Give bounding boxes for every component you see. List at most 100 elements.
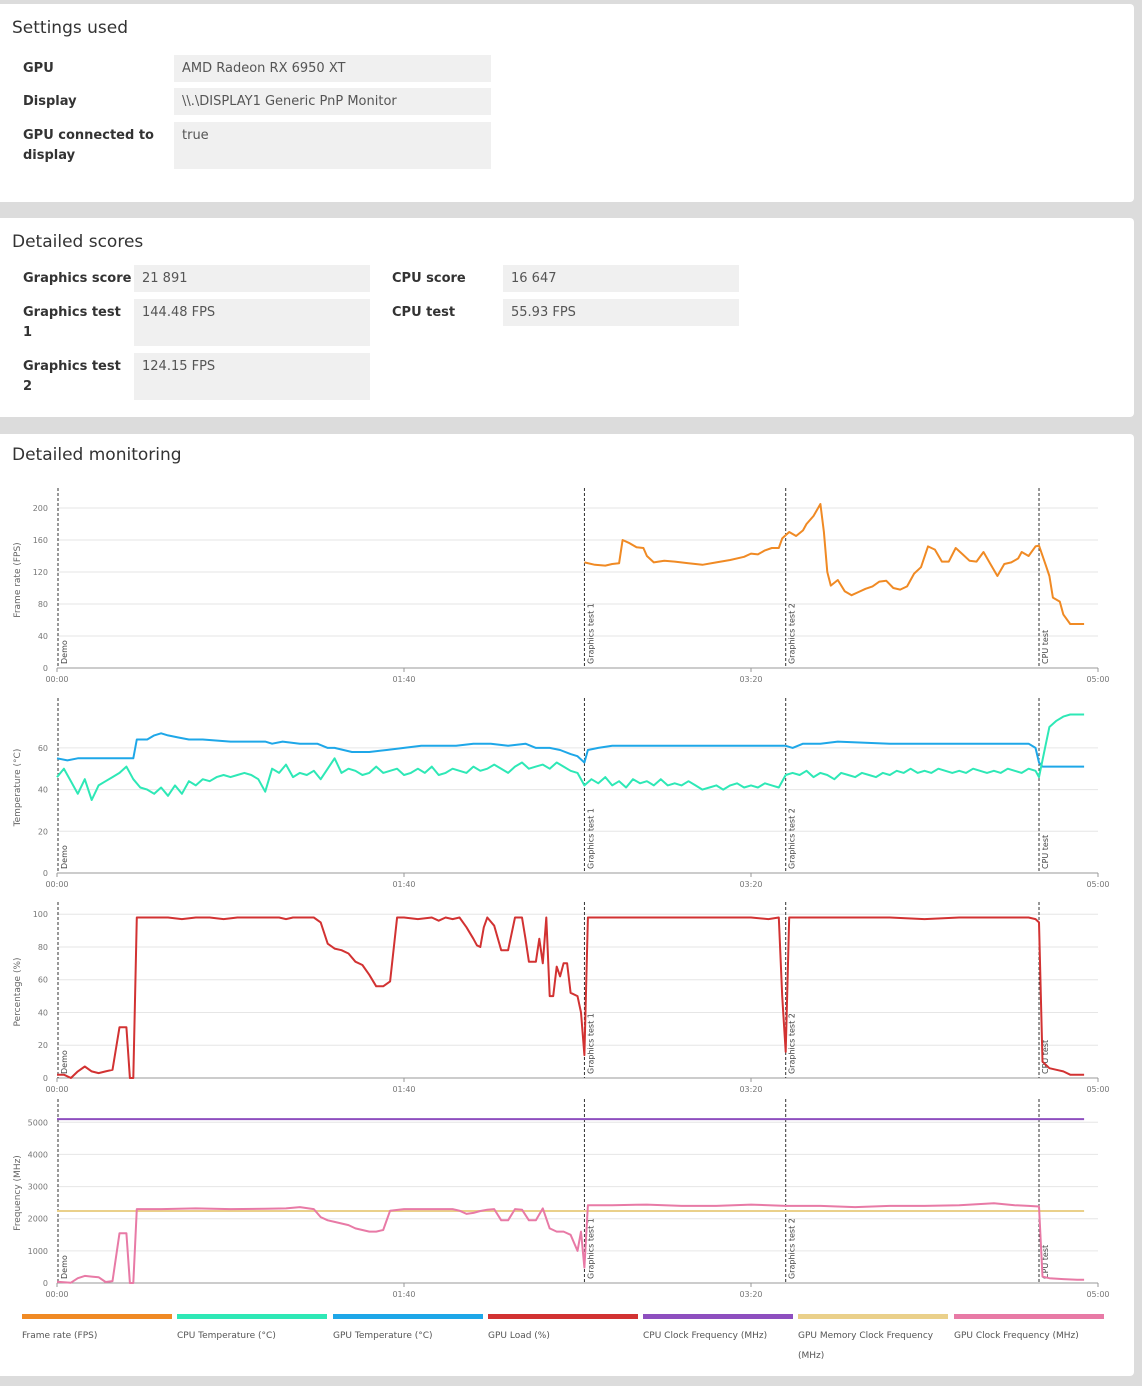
legend-swatch	[22, 1314, 172, 1319]
graphics-test-1-value: 144.48 FPS	[134, 299, 370, 346]
frequency-chart-svg: 0 1000 2000 3000 4000 5000 00:00 01:40 03:20 05:0…	[13, 1099, 1110, 1299]
y-tick-label: 0	[43, 1074, 48, 1083]
test-marker-label: Graphics test 2	[788, 1013, 797, 1074]
frequency-chart: 0 1000 2000 3000 4000 5000 00:00 01:40 03:20 05:0…	[0, 1098, 1142, 1304]
x-tick-label: 01:40	[392, 1290, 415, 1299]
gpu-load-chart: 0 20 40 60 80 100 00:00 01:40 03:20 05:00 Percenta…	[0, 898, 1142, 1098]
legend-item-gpu-clock[interactable]: GPU Clock Frequency (MHz)	[954, 1314, 1104, 1346]
test-marker-label: Graphics test 1	[586, 1013, 595, 1074]
legend-swatch	[643, 1314, 793, 1319]
test-marker-label: CPU test	[1041, 630, 1050, 664]
legend-label: GPU Clock Frequency (MHz)	[954, 1331, 1079, 1341]
series-line	[56, 713, 1085, 801]
x-tick-label: 03:20	[739, 1085, 762, 1094]
y-tick-label: 100	[33, 910, 48, 919]
legend-label: GPU Temperature (°C)	[333, 1331, 433, 1341]
legend-item-fps[interactable]: Frame rate (FPS)	[22, 1314, 172, 1346]
legend-swatch	[177, 1314, 327, 1319]
y-tick-label: 4000	[28, 1150, 48, 1159]
y-tick-label: 160	[33, 536, 48, 545]
y-tick-label: 60	[38, 976, 48, 985]
x-tick-label: 00:00	[45, 1290, 68, 1299]
legend-swatch	[333, 1314, 483, 1319]
legend-swatch	[954, 1314, 1104, 1319]
cpu-test-value: 55.93 FPS	[503, 299, 739, 326]
x-tick-label: 03:20	[739, 1290, 762, 1299]
series-line	[56, 732, 1085, 768]
y-tick-label: 3000	[28, 1183, 48, 1192]
y-tick-label: 40	[38, 1008, 48, 1017]
legend-label: GPU Load (%)	[488, 1331, 550, 1341]
gpu-connected-value: true	[174, 122, 491, 169]
y-tick-label: 120	[33, 568, 48, 577]
legend-item-gpu-temp[interactable]: GPU Temperature (°C)	[333, 1314, 483, 1346]
y-tick-label: 20	[38, 1041, 48, 1050]
series-line	[57, 916, 1085, 1079]
y-axis-label: Temperature (°C)	[13, 749, 23, 828]
fps-chart: 0 40 80 120 160 200 00:00 01:40 03:20 05:00 Frame …	[0, 480, 1142, 690]
test-marker-label: Graphics test 1	[586, 603, 595, 664]
series-line	[584, 503, 1085, 625]
y-tick-label: 40	[38, 786, 48, 795]
cpu-test-label: CPU test	[392, 305, 456, 320]
x-tick-label: 03:20	[739, 675, 762, 684]
x-tick-label: 00:00	[45, 1085, 68, 1094]
cpu-score-label: CPU score	[392, 271, 466, 286]
x-tick-label: 01:40	[392, 1085, 415, 1094]
test-marker-label: Graphics test 1	[586, 1218, 595, 1279]
test-marker-label: Demo	[60, 640, 69, 664]
test-marker-label: Graphics test 2	[788, 1218, 797, 1279]
y-axis-label: Percentage (%)	[13, 957, 23, 1026]
x-tick-label: 03:20	[739, 880, 762, 889]
cpu-score-value: 16 647	[503, 265, 739, 292]
test-marker-label: Demo	[60, 845, 69, 869]
graphics-score-value: 21 891	[134, 265, 370, 292]
y-axis-label: Frequency (MHz)	[13, 1155, 23, 1231]
y-tick-label: 20	[38, 827, 48, 836]
legend-swatch	[798, 1314, 948, 1319]
legend-item-cpu-temp[interactable]: CPU Temperature (°C)	[177, 1314, 327, 1346]
x-tick-label: 01:40	[392, 880, 415, 889]
monitoring-title: Detailed monitoring	[12, 445, 182, 465]
test-marker-label: CPU test	[1041, 835, 1050, 869]
display-label: Display	[23, 94, 77, 109]
test-marker-label: Demo	[60, 1255, 69, 1279]
x-tick-label: 05:00	[1086, 675, 1109, 684]
legend-item-gpu-load[interactable]: GPU Load (%)	[488, 1314, 638, 1346]
series-line	[56, 1202, 1085, 1284]
temperature-chart: 0 20 40 60 00:00 01:40 03:20 05:00 Temperature (…	[0, 690, 1142, 898]
fps-chart-svg: 0 40 80 120 160 200 00:00 01:40 03:20 05:00 Frame …	[13, 488, 1110, 684]
gpu-load-chart-svg: 0 20 40 60 80 100 00:00 01:40 03:20 05:00 Percenta…	[13, 902, 1110, 1094]
graphics-score-label: Graphics score	[23, 271, 132, 286]
gpu-value: AMD Radeon RX 6950 XT	[174, 55, 491, 82]
gpu-label: GPU	[23, 61, 54, 76]
y-tick-label: 0	[43, 869, 48, 878]
temperature-chart-svg: 0 20 40 60 00:00 01:40 03:20 05:00 Temperature (…	[13, 698, 1110, 889]
legend-label: GPU Memory Clock Frequency (MHz)	[798, 1331, 934, 1361]
gpu-connected-label: GPU connected to display	[23, 128, 154, 163]
x-tick-label: 00:00	[45, 880, 68, 889]
graphics-test-2-label: Graphics test 2	[23, 359, 121, 394]
y-tick-label: 200	[33, 504, 48, 513]
x-tick-label: 05:00	[1086, 880, 1109, 889]
legend-label: CPU Temperature (°C)	[177, 1331, 276, 1341]
settings-title: Settings used	[12, 18, 129, 38]
legend-item-cpu-clock[interactable]: CPU Clock Frequency (MHz)	[643, 1314, 793, 1346]
y-tick-label: 5000	[28, 1118, 48, 1127]
x-tick-label: 01:40	[392, 675, 415, 684]
y-tick-label: 1000	[28, 1247, 48, 1256]
x-tick-label: 00:00	[45, 675, 68, 684]
chart-legend: Frame rate (FPS) CPU Temperature (°C) GP…	[22, 1314, 1110, 1362]
test-marker-label: Graphics test 2	[788, 808, 797, 869]
scores-title: Detailed scores	[12, 232, 144, 252]
graphics-test-1-label: Graphics test 1	[23, 305, 121, 340]
legend-label: CPU Clock Frequency (MHz)	[643, 1331, 768, 1341]
x-tick-label: 05:00	[1086, 1290, 1109, 1299]
y-tick-label: 80	[38, 600, 48, 609]
settings-panel: Settings used GPU AMD Radeon RX 6950 XT …	[0, 4, 1134, 202]
y-tick-label: 80	[38, 943, 48, 952]
legend-swatch	[488, 1314, 638, 1319]
scores-panel: Detailed scores Graphics score 21 891 Gr…	[0, 218, 1134, 417]
legend-item-gpu-mem-clock[interactable]: GPU Memory Clock Frequency (MHz)	[798, 1314, 948, 1366]
y-tick-label: 0	[43, 664, 48, 673]
